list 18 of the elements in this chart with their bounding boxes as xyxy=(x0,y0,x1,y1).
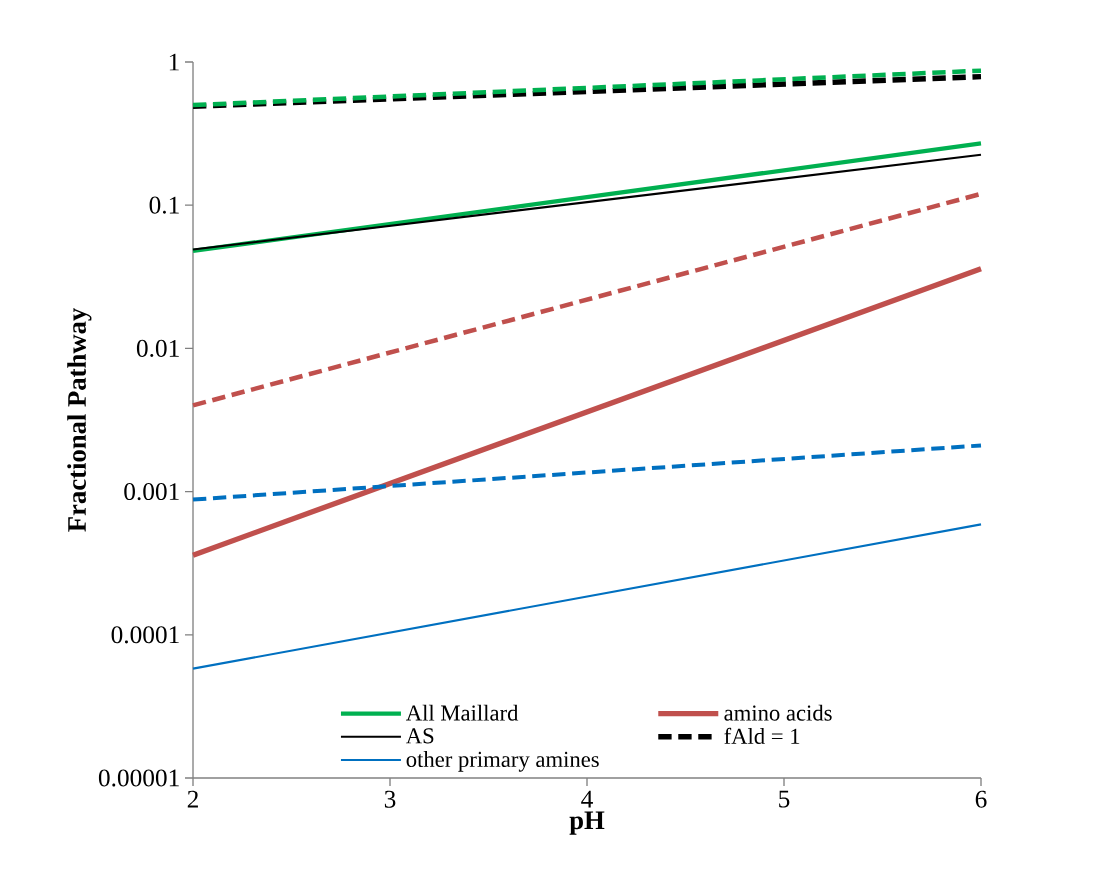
legend-label: All Maillard xyxy=(405,704,519,721)
y-tick-label: 0.00001 xyxy=(98,769,179,787)
x-tick-label: 5 xyxy=(779,790,790,808)
y-tick-label: 0.01 xyxy=(136,339,179,357)
legend-label: fAld = 1 xyxy=(724,727,800,744)
legend-label: amino acids xyxy=(724,704,832,721)
y-tick-label: 0.0001 xyxy=(111,626,179,644)
x-tick-label: 2 xyxy=(187,790,198,808)
x-tick-label: 3 xyxy=(384,790,396,808)
x-tick-label: 6 xyxy=(975,790,987,808)
legend-label: other primary amines xyxy=(406,751,599,772)
legend-label: AS xyxy=(405,728,434,744)
x-axis-title: pH xyxy=(569,811,605,835)
x-tick-label: 4 xyxy=(581,790,593,808)
y-tick-label: 0.1 xyxy=(149,196,179,214)
y-tick-label: 1 xyxy=(169,53,179,71)
y-tick-label: 0.001 xyxy=(124,483,179,501)
y-axis-title: Fractional Pathway xyxy=(67,308,92,532)
